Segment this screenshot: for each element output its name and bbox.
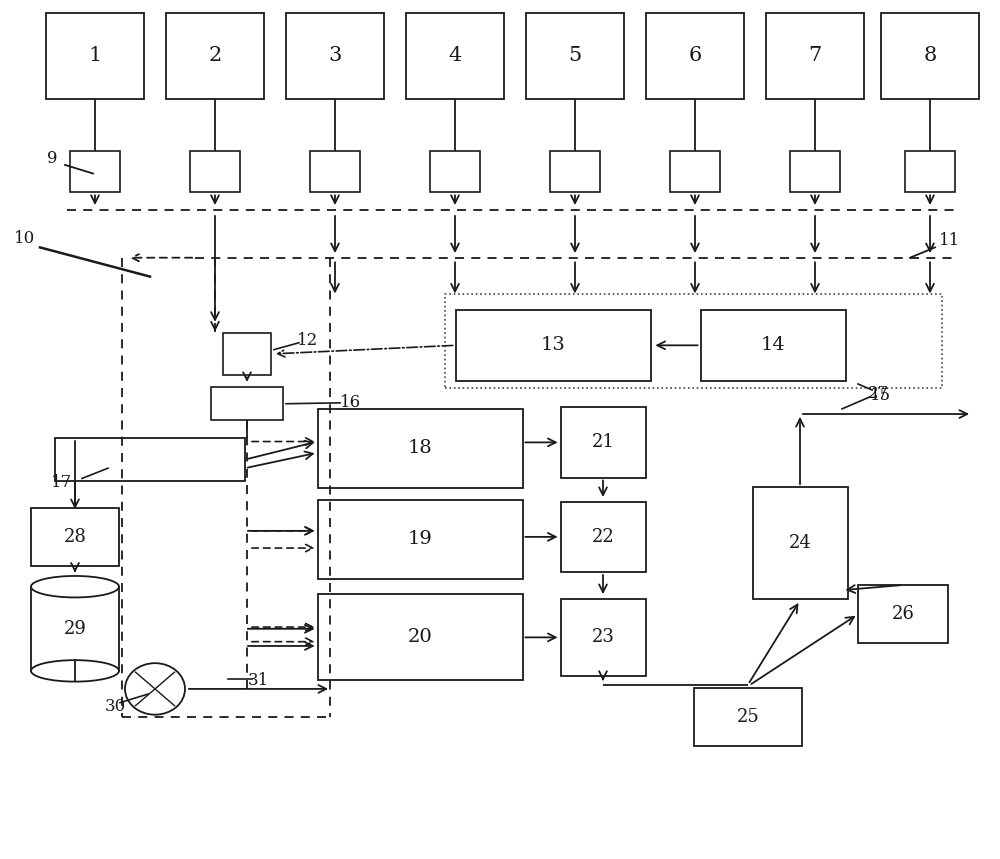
Bar: [318, 594, 522, 680]
Text: 28: 28: [64, 528, 86, 545]
Bar: [211, 387, 283, 420]
Text: 21: 21: [592, 434, 614, 451]
Ellipse shape: [31, 660, 119, 682]
Bar: [881, 13, 979, 99]
Text: 2: 2: [208, 46, 222, 65]
Bar: [406, 13, 504, 99]
Text: 5: 5: [568, 46, 582, 65]
Bar: [456, 310, 650, 381]
Bar: [31, 508, 119, 566]
Text: 9: 9: [47, 150, 57, 168]
Bar: [310, 151, 360, 192]
Bar: [790, 151, 840, 192]
Text: 10: 10: [14, 230, 36, 247]
Text: 27: 27: [867, 385, 889, 402]
Text: 26: 26: [892, 606, 914, 623]
Text: 11: 11: [939, 232, 961, 249]
Text: 24: 24: [789, 534, 811, 551]
Bar: [550, 151, 600, 192]
Bar: [318, 500, 522, 579]
Bar: [766, 13, 864, 99]
Bar: [646, 13, 744, 99]
Text: 13: 13: [541, 337, 565, 354]
Text: 29: 29: [64, 620, 86, 637]
Bar: [286, 13, 384, 99]
Bar: [223, 333, 271, 375]
Bar: [858, 585, 948, 643]
Text: 14: 14: [761, 337, 785, 354]
Bar: [430, 151, 480, 192]
Bar: [526, 13, 624, 99]
Bar: [318, 409, 522, 488]
Text: 15: 15: [869, 387, 891, 404]
Ellipse shape: [31, 576, 119, 598]
Text: 7: 7: [808, 46, 822, 65]
Text: 4: 4: [448, 46, 462, 65]
Text: 1: 1: [88, 46, 102, 65]
Bar: [905, 151, 955, 192]
Bar: [753, 487, 848, 599]
Text: 23: 23: [592, 629, 614, 646]
Bar: [560, 407, 646, 478]
Text: 25: 25: [737, 709, 759, 726]
Text: 19: 19: [408, 531, 432, 548]
Bar: [46, 13, 144, 99]
Text: 30: 30: [104, 698, 126, 715]
Text: 31: 31: [247, 672, 269, 689]
Bar: [445, 294, 942, 388]
Bar: [670, 151, 720, 192]
Text: 3: 3: [328, 46, 342, 65]
Bar: [31, 587, 119, 671]
Text: 6: 6: [688, 46, 702, 65]
Bar: [55, 438, 245, 481]
Bar: [560, 599, 646, 676]
Text: 18: 18: [408, 440, 432, 457]
Bar: [190, 151, 240, 192]
Bar: [694, 688, 802, 746]
Bar: [166, 13, 264, 99]
Text: 8: 8: [923, 46, 937, 65]
Text: 20: 20: [408, 629, 432, 646]
Text: 22: 22: [592, 528, 614, 545]
Text: 12: 12: [297, 332, 319, 349]
Bar: [560, 502, 646, 572]
Bar: [700, 310, 846, 381]
Bar: [70, 151, 120, 192]
Text: 16: 16: [339, 393, 361, 411]
Text: 17: 17: [51, 474, 73, 491]
